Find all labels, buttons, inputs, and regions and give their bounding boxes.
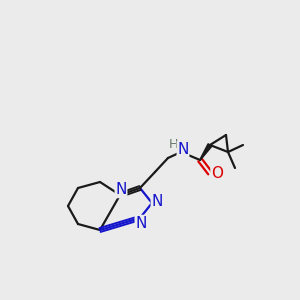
- Text: H: H: [168, 137, 178, 151]
- Polygon shape: [200, 144, 212, 160]
- Text: N: N: [135, 215, 147, 230]
- Text: N: N: [177, 142, 189, 157]
- Text: N: N: [151, 194, 163, 208]
- Text: O: O: [211, 167, 223, 182]
- Text: N: N: [115, 182, 127, 197]
